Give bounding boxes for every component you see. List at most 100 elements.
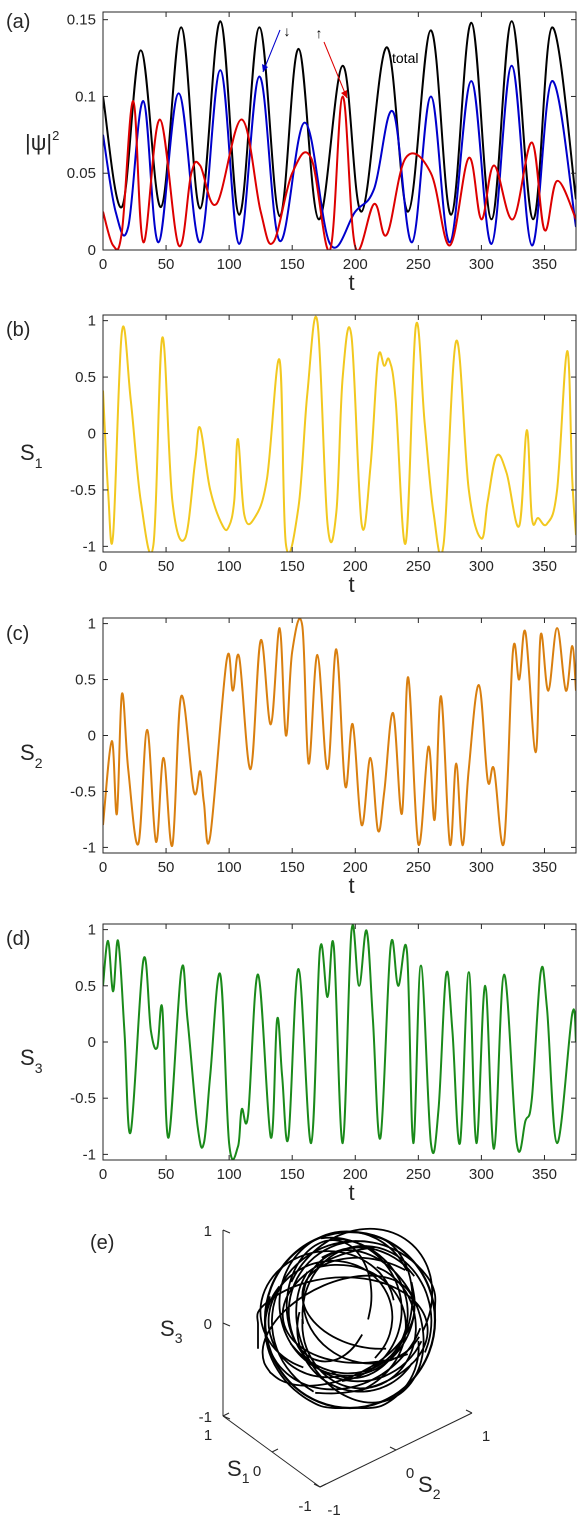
- x-tick-label: 50: [158, 558, 175, 575]
- panel-label: (c): [6, 623, 29, 645]
- x-tick-label: 300: [469, 1166, 494, 1183]
- panel-label: (b): [6, 319, 30, 341]
- x-tick-label: 1: [204, 1427, 212, 1444]
- x-tick-label: 100: [217, 859, 242, 876]
- z-tick-label: 1: [204, 1223, 212, 1240]
- panel-label: (d): [6, 928, 30, 950]
- annotation-down-arrow: ↓: [284, 23, 291, 39]
- z-axis-label: S3: [160, 1316, 183, 1346]
- x-tick-label: 0: [99, 558, 107, 575]
- x-tick: [222, 1412, 230, 1417]
- x-tick-label: 50: [158, 256, 175, 273]
- y-tick-label: 0.1: [75, 88, 96, 105]
- x-axis-label: t: [348, 873, 354, 898]
- y-tick-label: 0.5: [75, 978, 96, 995]
- y-tick-label: -1: [327, 1502, 340, 1519]
- z-tick-label: 0: [204, 1316, 212, 1333]
- x-tick-label: 200: [343, 256, 368, 273]
- x-tick-label: 200: [343, 859, 368, 876]
- x-axis-line: [222, 1415, 321, 1488]
- annotation-total: total: [392, 50, 418, 66]
- x-tick-label: 350: [532, 1166, 557, 1183]
- y-tick-label: 1: [88, 616, 96, 633]
- y-tick-label: 1: [88, 313, 96, 330]
- y-tick-label: -0.5: [70, 482, 96, 499]
- x-tick-label: 150: [280, 558, 305, 575]
- x-tick-label: 0: [99, 1166, 107, 1183]
- y-axis-label: S2: [418, 1472, 441, 1502]
- y-tick-label: 1: [88, 922, 96, 939]
- y-tick-label: 0: [88, 242, 96, 259]
- chart-panel-4: 0 50 100 150 200 250 300 350 -1 -0.5 0 0.5 1 t S3 (d): [6, 922, 577, 1205]
- series-line-total: [103, 20, 576, 221]
- x-tick: [319, 1483, 327, 1488]
- annotation-pointer: [262, 29, 281, 73]
- x-tick-label: 50: [158, 1166, 175, 1183]
- x-tick-label: 250: [406, 256, 431, 273]
- panel-label: (e): [90, 1232, 114, 1254]
- y-tick: [389, 1446, 397, 1451]
- z-tick: [222, 1229, 231, 1234]
- series-line-↑: [103, 95, 576, 250]
- y-tick-label: -1: [83, 839, 96, 856]
- y-tick: [313, 1483, 321, 1488]
- y-tick: [465, 1409, 473, 1414]
- x-tick-label: 150: [280, 859, 305, 876]
- series-line-1: [103, 924, 576, 1160]
- y-axis-label: |ψ|2: [25, 128, 59, 155]
- x-tick-label: 0: [99, 256, 107, 273]
- y-tick-label: 0: [88, 728, 96, 745]
- y-tick-label: 0.5: [75, 369, 96, 386]
- series-line-1: [103, 618, 576, 847]
- x-tick-label: 100: [217, 1166, 242, 1183]
- x-tick-label: 350: [532, 859, 557, 876]
- y-axis-label: S2: [20, 740, 43, 771]
- annotation-up-arrow: ↑: [316, 25, 323, 41]
- x-tick-label: 0: [99, 859, 107, 876]
- series-line-1: [103, 315, 576, 552]
- x-tick-label: 300: [469, 256, 494, 273]
- x-tick-label: 250: [406, 1166, 431, 1183]
- chart-panel-2: 0 50 100 150 200 250 300 350 -1 -0.5 0 0.5 1 t S1 (b): [6, 313, 577, 597]
- x-tick-label: 150: [280, 256, 305, 273]
- y-tick-label: 0: [88, 1034, 96, 1051]
- x-tick-label: 250: [406, 558, 431, 575]
- x-tick-label: 350: [532, 558, 557, 575]
- x-tick-label: -1: [298, 1498, 311, 1515]
- y-tick-label: -1: [83, 1146, 96, 1163]
- x-tick-label: 100: [217, 558, 242, 575]
- axes-box: [102, 11, 577, 251]
- axes-box: [102, 923, 577, 1161]
- chart-panel-3: 0 50 100 150 200 250 300 350 -1 -0.5 0 0.5 1 t S2 (c): [6, 616, 577, 898]
- x-tick: [271, 1448, 279, 1453]
- y-tick-label: -1: [83, 538, 96, 555]
- x-tick-label: 0: [253, 1463, 261, 1480]
- y-tick-label: 0.05: [67, 165, 96, 182]
- y-tick-label: 0: [406, 1465, 414, 1482]
- y-tick-label: -0.5: [70, 783, 96, 800]
- x-axis-label: t: [348, 1180, 354, 1205]
- x-tick-label: 250: [406, 859, 431, 876]
- z-tick-label: -1: [199, 1409, 212, 1426]
- annotation-arrowhead: [262, 64, 268, 72]
- x-tick-label: 200: [343, 558, 368, 575]
- trajectory-curve: [256, 1227, 437, 1410]
- z-tick: [222, 1415, 231, 1420]
- y-axis-label: S3: [20, 1045, 43, 1076]
- x-axis-label: S1: [227, 1456, 250, 1486]
- x-tick-label: 300: [469, 558, 494, 575]
- x-tick-label: 150: [280, 1166, 305, 1183]
- x-axis-label: t: [348, 572, 354, 597]
- annotation-pointer: [323, 41, 348, 99]
- x-tick-label: 350: [532, 256, 557, 273]
- y-axis-label: S1: [20, 440, 43, 471]
- annotation-arrowhead: [341, 90, 347, 98]
- x-tick-label: 300: [469, 859, 494, 876]
- y-tick-label: 0: [88, 426, 96, 443]
- x-tick-label: 50: [158, 859, 175, 876]
- y-tick-label: 1: [482, 1428, 490, 1445]
- z-tick: [222, 1322, 231, 1327]
- y-tick-label: 0.5: [75, 672, 96, 689]
